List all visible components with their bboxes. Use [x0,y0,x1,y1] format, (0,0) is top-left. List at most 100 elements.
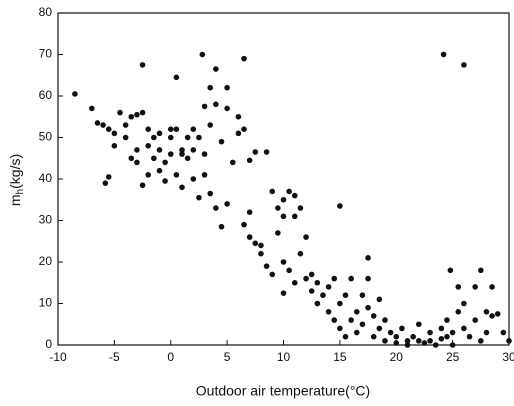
data-point [291,279,298,286]
data-point [489,284,495,290]
data-point [167,126,174,132]
data-point [94,120,101,126]
data-point [235,113,242,120]
data-point [337,203,343,209]
data-point [359,292,366,299]
data-point [173,74,180,81]
data-point [190,176,197,182]
data-point [117,109,123,116]
data-point [252,149,259,155]
x-tick-label: 25 [446,350,460,364]
data-point [196,194,202,201]
data-point [139,109,146,116]
data-point [122,134,129,141]
data-point [331,275,338,282]
data-point [102,180,109,186]
data-point [472,317,478,323]
y-label-unit: (kg/s) [7,154,23,189]
data-point [162,178,168,184]
data-point [207,84,214,91]
data-point [387,329,394,336]
data-point [461,62,467,68]
data-point [483,309,490,315]
data-point [128,155,135,162]
data-point [235,130,242,137]
data-point [427,338,433,344]
data-point [472,284,478,290]
data-point [122,122,129,128]
data-point [348,317,354,323]
data-point [184,155,191,162]
data-point [134,159,140,166]
data-point [218,138,225,145]
data-point [444,317,450,323]
data-point [179,184,185,191]
data-point [213,205,219,211]
y-tick-label: 40 [39,171,53,185]
data-point [263,263,270,269]
data-point [156,147,163,153]
data-point [269,271,276,278]
data-point [286,267,292,274]
data-point [342,292,349,299]
data-point [432,342,439,348]
data-point [145,126,151,132]
data-point [162,159,168,166]
data-point [151,134,157,141]
data-point [427,329,433,336]
data-point [89,105,95,112]
data-point [382,317,388,323]
data-point [365,275,371,282]
data-point [167,134,174,141]
x-tick-label: 0 [167,350,174,364]
data-point [506,338,512,344]
data-point [483,329,490,336]
data-point [213,66,219,72]
data-point [461,325,467,332]
data-point [241,221,247,228]
data-point [331,317,338,323]
data-point [184,134,191,141]
data-point [416,338,422,344]
data-point [342,333,349,340]
y-tick-label: 30 [39,213,53,227]
data-point [201,103,208,110]
data-point [447,267,454,274]
x-axis-label: Outdoor air temperature(°C) [196,383,370,399]
data-point [466,333,473,340]
data-point [213,101,219,108]
data-point [353,329,360,336]
data-point [269,188,276,195]
data-point [410,333,416,340]
x-tick-label: -5 [109,350,120,364]
data-point [246,234,253,240]
data-point [440,51,447,58]
data-point [280,213,287,220]
data-point [246,209,253,215]
data-point [291,213,298,220]
data-point [105,126,112,132]
y-tick-label: 80 [39,5,53,19]
x-tick-label: 15 [333,350,347,364]
data-point [455,284,462,290]
data-point [72,91,78,97]
x-tick-label: 30 [502,350,514,364]
data-point [308,288,315,294]
data-point [224,105,230,112]
data-point [478,338,484,344]
y-tick-label: 10 [39,296,53,310]
data-point [438,335,445,342]
data-point [438,325,445,332]
data-point [179,151,185,157]
data-point [449,342,456,348]
data-point [325,309,332,315]
y-tick-label: 60 [39,88,53,102]
data-point [167,151,174,157]
data-point [337,300,343,307]
data-point [156,130,163,137]
data-point [404,342,411,348]
data-point [263,149,270,155]
y-label-main: m [7,194,23,206]
data-point [111,143,118,149]
data-point [100,122,106,128]
